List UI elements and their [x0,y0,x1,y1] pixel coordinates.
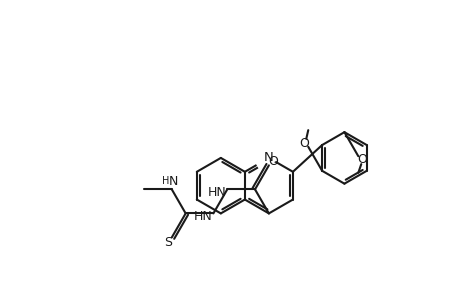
Text: N: N [263,152,273,164]
Text: HN: HN [194,210,213,223]
Text: S: S [163,236,172,249]
Text: O: O [267,155,277,168]
Text: O: O [357,153,366,166]
Text: N: N [169,175,178,188]
Text: HN: HN [207,186,226,199]
Text: H: H [162,176,169,187]
Text: O: O [299,137,308,150]
